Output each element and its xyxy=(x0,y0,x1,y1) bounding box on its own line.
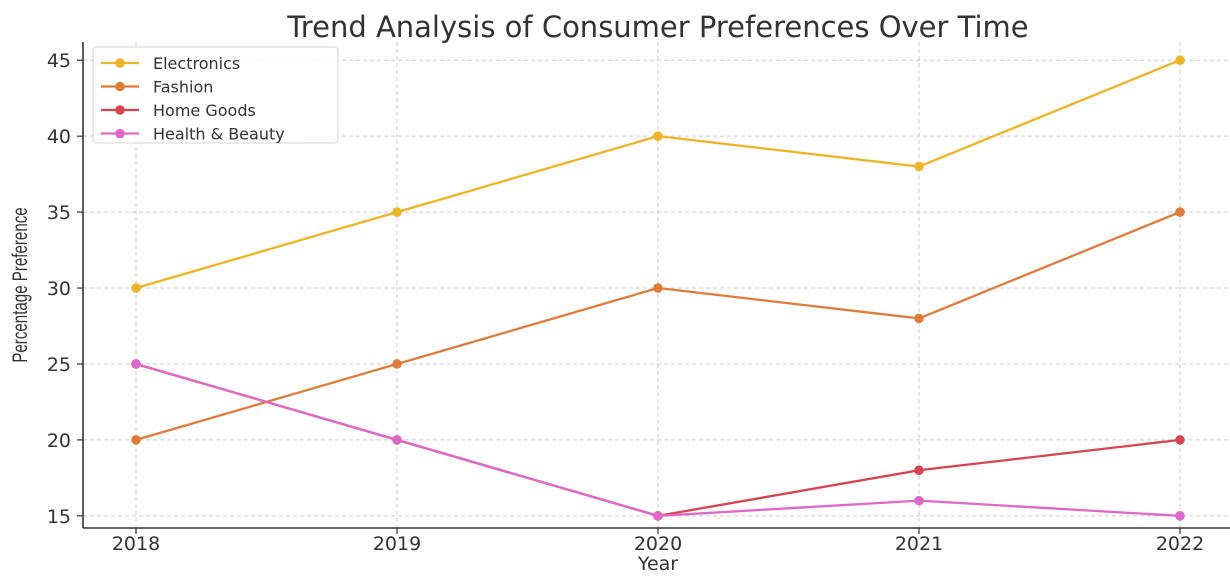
data-point xyxy=(653,131,663,141)
legend-box xyxy=(92,46,339,144)
legend-marker xyxy=(115,58,125,68)
data-point xyxy=(1175,55,1185,66)
y-tick-label: 20 xyxy=(47,430,71,452)
data-point xyxy=(131,283,141,293)
series-lines xyxy=(131,55,1185,521)
y-tick-label: 25 xyxy=(47,354,71,376)
data-point xyxy=(914,465,924,476)
legend-label: Health & Beauty xyxy=(153,125,285,144)
legend-item: Fashion xyxy=(101,78,213,97)
y-axis-label: Percentage Preference xyxy=(7,207,31,362)
data-point xyxy=(1175,435,1185,445)
series-health-beauty xyxy=(131,359,1185,521)
legend-label: Fashion xyxy=(153,78,213,97)
legend-marker xyxy=(115,81,125,92)
data-point xyxy=(653,511,663,521)
x-axis-label: Year xyxy=(637,553,678,572)
legend-item: Health & Beauty xyxy=(101,125,285,144)
data-point xyxy=(392,435,402,445)
series-electronics xyxy=(131,55,1185,293)
y-tick-labels: 15 20 25 30 35 40 45 xyxy=(47,50,83,528)
data-point xyxy=(392,359,402,369)
x-tick-label: 2020 xyxy=(634,533,682,555)
x-tick-label: 2022 xyxy=(1156,533,1204,555)
data-point xyxy=(1175,511,1185,521)
data-point xyxy=(653,283,663,293)
chart-title: Trend Analysis of Consumer Preferences O… xyxy=(286,10,1028,44)
legend-item: Home Goods xyxy=(101,101,256,120)
x-tick-labels: 2018 2019 2020 2021 2022 xyxy=(112,528,1204,555)
legend-marker xyxy=(115,105,125,115)
legend: Electronics Fashion Home Goods Health & Bea… xyxy=(92,46,339,144)
data-point xyxy=(914,313,924,324)
y-tick-label: 30 xyxy=(47,278,71,300)
data-point xyxy=(131,435,141,445)
legend-marker xyxy=(115,128,125,139)
data-point xyxy=(392,207,402,217)
legend-item: Electronics xyxy=(101,54,240,73)
x-tick-label: 2021 xyxy=(895,533,943,555)
x-tick-label: 2018 xyxy=(112,533,160,555)
data-point xyxy=(914,495,924,506)
data-point xyxy=(131,359,141,369)
axes xyxy=(82,42,1230,529)
data-point xyxy=(914,161,924,172)
legend-label: Home Goods xyxy=(153,101,256,120)
y-tick-label: 15 xyxy=(47,506,71,528)
legend-label: Electronics xyxy=(153,54,240,73)
x-tick-label: 2019 xyxy=(373,533,421,555)
y-tick-label: 35 xyxy=(47,202,71,224)
y-tick-label: 45 xyxy=(47,50,71,72)
data-point xyxy=(1175,207,1185,217)
series-fashion xyxy=(131,207,1185,445)
y-tick-label: 40 xyxy=(47,126,71,148)
